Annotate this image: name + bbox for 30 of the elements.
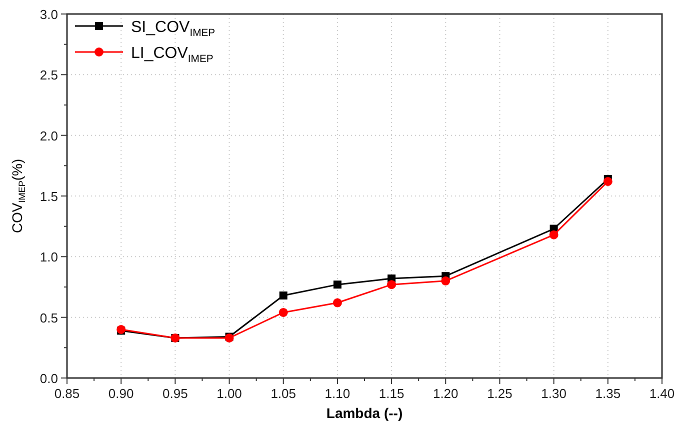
y-tick-label: 1.5 bbox=[40, 189, 58, 204]
point bbox=[549, 230, 558, 240]
x-axis-title: Lambda (--) bbox=[326, 405, 403, 421]
point bbox=[387, 280, 396, 290]
x-tick-label: 1.35 bbox=[595, 386, 621, 401]
x-tick-label: 1.20 bbox=[432, 386, 458, 401]
x-tick-label: 1.05 bbox=[270, 386, 296, 401]
x-tick-label: 1.40 bbox=[649, 386, 675, 401]
y-tick-label: 2.0 bbox=[40, 128, 58, 144]
x-tick-label: 1.25 bbox=[487, 386, 512, 401]
x-tick-label: 1.00 bbox=[216, 386, 242, 401]
point bbox=[332, 298, 342, 308]
y-tick-label: 0.5 bbox=[40, 310, 58, 326]
x-tick-label: 1.15 bbox=[378, 386, 404, 401]
y-tick-label: 1.0 bbox=[40, 250, 58, 265]
point bbox=[279, 291, 288, 300]
legend-label: LI_COV$_{IMEP}$ bbox=[131, 45, 214, 65]
y-tick-label: 2.5 bbox=[40, 68, 58, 83]
y-tick-label: 0.0 bbox=[40, 371, 58, 386]
point bbox=[278, 308, 288, 317]
x-tick-label: 0.85 bbox=[54, 386, 80, 401]
x-tick-label: 1.10 bbox=[324, 386, 350, 401]
x-tick-label: 1.30 bbox=[541, 386, 566, 401]
point bbox=[441, 276, 450, 286]
x-tick-label: 0.90 bbox=[108, 386, 134, 401]
y-tick-label: 3.0 bbox=[40, 7, 58, 22]
legend-label: SI_COV$_{IMEP}$ bbox=[131, 19, 216, 39]
point bbox=[333, 280, 342, 289]
x-tick-label: 0.95 bbox=[162, 386, 188, 401]
point bbox=[603, 176, 612, 186]
